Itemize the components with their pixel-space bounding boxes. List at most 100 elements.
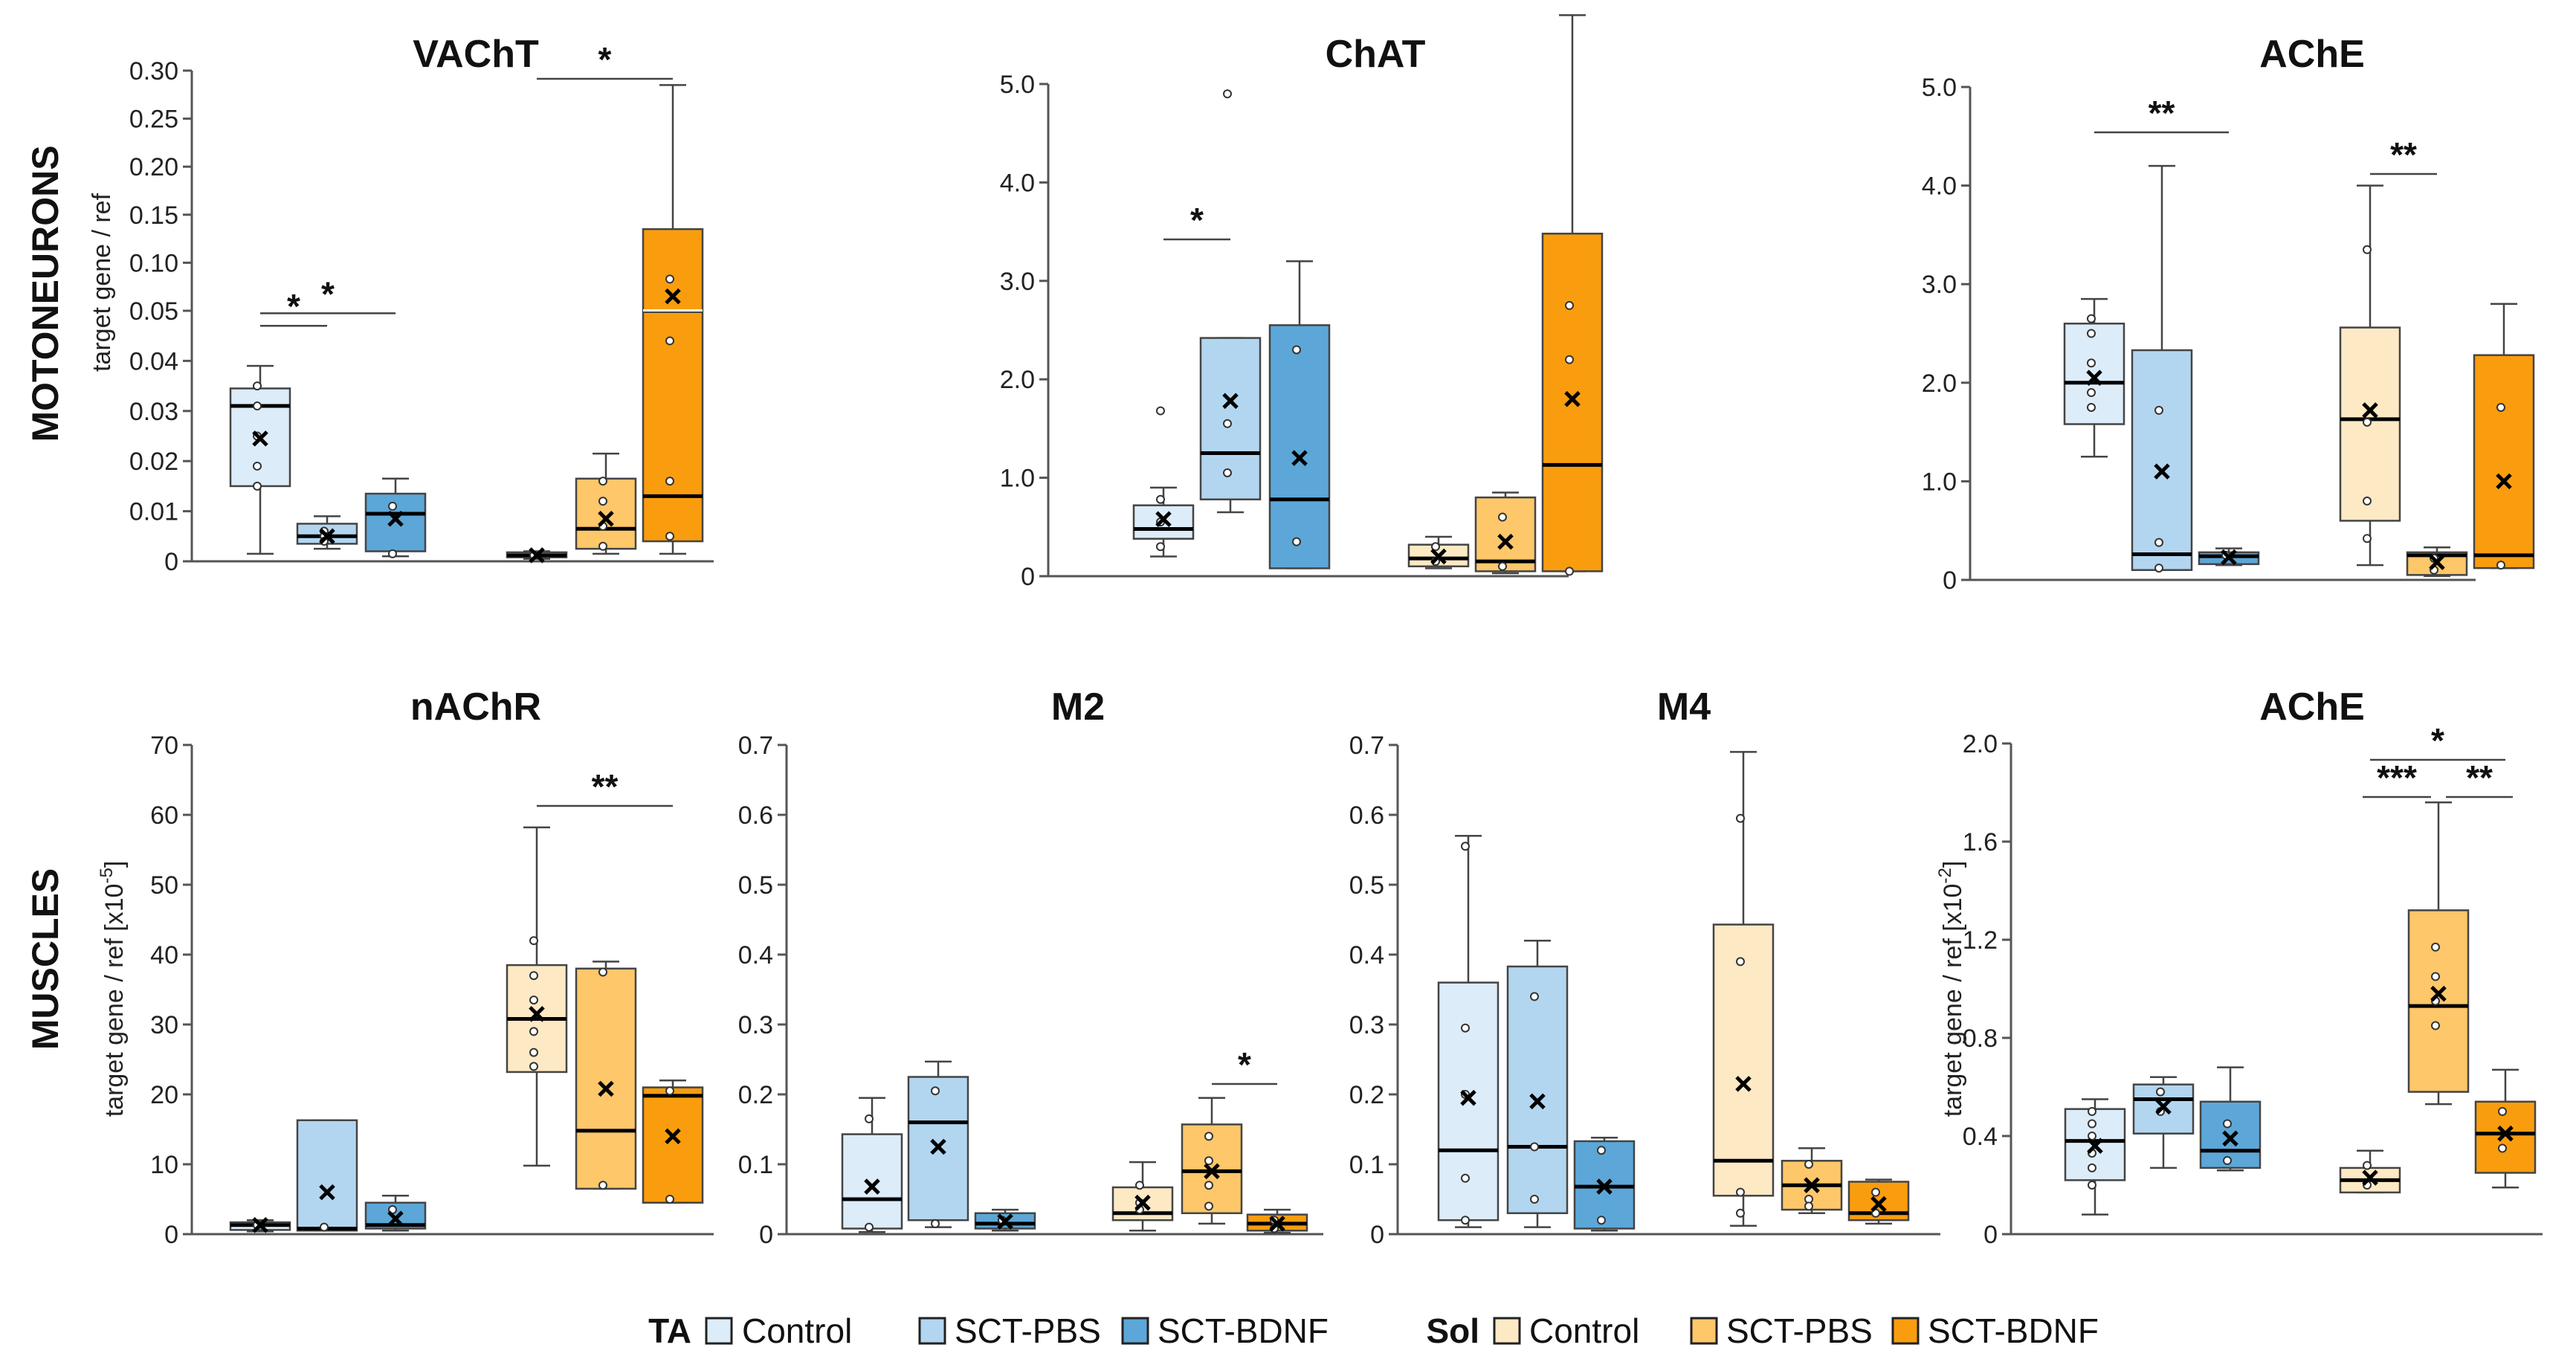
y-tick-label: 20: [150, 1081, 178, 1109]
data-point: [2154, 564, 2163, 573]
y-axis-label-ache-muscles: target gene / ref [x10-2]: [1935, 861, 1967, 1117]
box-iqr: [642, 228, 704, 543]
data-point: [2431, 1021, 2440, 1030]
y-tick-label: 50: [150, 871, 178, 900]
mean-marker: [598, 510, 614, 527]
box-iqr: [1541, 232, 1604, 572]
data-point: [529, 995, 538, 1005]
legend-item-ta-control: Control: [742, 1311, 852, 1350]
data-point: [665, 532, 674, 541]
data-point: [1292, 537, 1301, 546]
box-ta-control: [2063, 297, 2125, 458]
y-tick-label: 0.20: [129, 153, 178, 181]
data-point: [665, 274, 674, 284]
data-point: [598, 477, 607, 486]
legend-item-sol-control: Control: [1529, 1311, 1639, 1350]
mean-marker: [2497, 1125, 2514, 1142]
box-sol-sct-pbs: [575, 961, 637, 1190]
y-tick-label: 0.2: [738, 1081, 773, 1109]
mean-marker: [1529, 1093, 1546, 1110]
box-sol-sct-pbs: [575, 452, 637, 555]
mean-marker: [1269, 1216, 1285, 1232]
y-tick-label: 0.15: [129, 201, 178, 230]
significance-label: *: [2431, 721, 2444, 760]
data-point: [665, 477, 674, 486]
chart-title: ChAT: [1326, 33, 1426, 76]
data-point: [1292, 345, 1301, 355]
data-point: [2431, 972, 2440, 981]
box-sol-control: [506, 547, 568, 564]
mean-marker: [2154, 463, 2170, 480]
data-point: [598, 967, 607, 977]
data-point: [253, 401, 262, 411]
data-point: [1804, 1160, 1813, 1169]
box-ta-sct-bdnf: [364, 477, 427, 558]
data-point: [2087, 388, 2096, 398]
data-point: [2087, 402, 2096, 412]
data-point: [1530, 1142, 1539, 1152]
y-axis-label-nachr: target gene / ref [x10-5]: [97, 861, 129, 1117]
y-tick-label: 0.10: [129, 249, 178, 277]
significance-label: *: [598, 40, 612, 79]
box-sol-control: [1712, 751, 1775, 1227]
box-ta-control: [2064, 1098, 2126, 1216]
box-iqr: [2131, 349, 2193, 571]
box-sol-control: [2339, 1149, 2401, 1194]
chart-m4: M4 0 0.1 0.2 0.3 0.4 0.5 0.6 0.7: [1349, 685, 1940, 1249]
box-ta-sct-pbs: [2132, 1076, 2195, 1169]
box-ta-sct-bdnf: [1573, 1137, 1636, 1232]
chart-chat: ChAT 0 1.0 2.0 3.0 4.0 5.0 *: [1000, 14, 1604, 591]
data-point: [388, 501, 397, 511]
row-label-motoneurons: MOTONEURONS: [25, 145, 66, 442]
significance-label: *: [287, 287, 300, 326]
chart-m2: M2 0 0.1 0.2 0.3 0.4 0.5 0.6 0.7 *: [738, 685, 1323, 1249]
box-iqr: [364, 492, 427, 552]
y-tick-label: 0.3: [738, 1011, 773, 1039]
y-tick-label: 0: [1021, 563, 1035, 591]
data-point: [529, 1062, 538, 1071]
mean-marker: [1804, 1177, 1820, 1193]
y-tick-label: 0.8: [1963, 1024, 1998, 1053]
data-point: [1461, 1173, 1470, 1183]
y-axis-label-exponent: -2: [1935, 868, 1955, 883]
box-ta-sct-pbs: [907, 1060, 969, 1228]
y-tick-label: 0: [1943, 567, 1957, 595]
y-tick-label: 40: [150, 941, 178, 969]
legend: TA Control SCT-PBS SCT-BDNF Sol Control …: [648, 1311, 2099, 1350]
significance-label: **: [2149, 94, 2175, 132]
box-sol-sct-pbs: [1781, 1147, 1843, 1215]
mean-marker: [529, 547, 545, 564]
data-point: [1223, 468, 1232, 477]
y-tick-label: 2.0: [1963, 730, 1998, 758]
mean-marker: [1735, 1076, 1752, 1092]
y-tick-label: 1.2: [1963, 926, 1998, 955]
legend-swatch-sol-sct-pbs: [1690, 1317, 1718, 1345]
mean-marker: [864, 1178, 880, 1195]
data-point: [665, 336, 674, 346]
mean-marker: [1222, 393, 1239, 410]
y-tick-label: 1.0: [1922, 468, 1957, 496]
box-iqr: [1506, 965, 1569, 1215]
data-point: [1565, 300, 1574, 310]
box-ta-control: [841, 1097, 903, 1233]
data-point: [1871, 1187, 1880, 1197]
mean-marker: [997, 1213, 1013, 1230]
box-sol-sct-bdnf: [1246, 1208, 1308, 1234]
y-tick-label: 0.7: [1349, 732, 1384, 760]
significance-label: *: [1238, 1045, 1251, 1084]
y-tick-label: 1.6: [1963, 828, 1998, 856]
y-tick-label: 5.0: [1922, 74, 1957, 102]
box-ta-control: [229, 1217, 291, 1233]
data-point: [2498, 1143, 2507, 1153]
data-point: [1736, 813, 1745, 823]
mean-marker: [1460, 1089, 1476, 1106]
data-point: [931, 1219, 940, 1228]
data-point: [1431, 542, 1440, 552]
y-tick-label: 0.7: [738, 732, 773, 760]
data-point: [1736, 1208, 1745, 1218]
box-iqr: [1474, 496, 1537, 572]
data-point: [1204, 1156, 1213, 1166]
data-point: [1736, 1187, 1745, 1197]
data-point: [2088, 1181, 2096, 1190]
